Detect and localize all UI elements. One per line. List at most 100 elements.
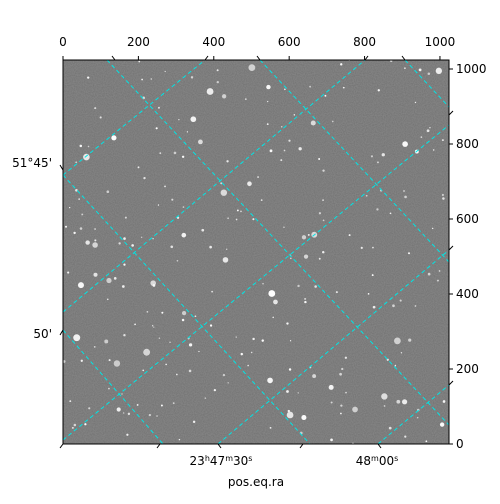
star xyxy=(142,369,145,372)
star xyxy=(310,120,316,126)
star xyxy=(85,240,90,245)
star xyxy=(427,272,431,276)
star xyxy=(123,237,126,240)
star xyxy=(404,435,407,438)
star xyxy=(339,372,342,376)
star xyxy=(94,107,97,110)
world-tick xyxy=(111,55,116,61)
star xyxy=(209,245,212,249)
star xyxy=(408,338,412,342)
star xyxy=(170,245,174,249)
grid-line xyxy=(404,60,449,108)
star xyxy=(161,311,164,314)
star xyxy=(348,234,351,237)
star xyxy=(181,232,187,238)
star xyxy=(158,337,161,339)
star xyxy=(113,277,117,280)
star xyxy=(248,64,256,72)
star xyxy=(106,298,109,301)
star xyxy=(344,356,348,359)
star xyxy=(137,166,140,169)
star xyxy=(143,348,151,356)
star xyxy=(131,244,134,247)
star xyxy=(87,76,90,79)
star xyxy=(83,153,90,161)
star xyxy=(287,409,290,413)
star xyxy=(396,399,401,404)
star xyxy=(156,415,158,417)
star xyxy=(383,405,386,407)
star xyxy=(390,60,393,63)
star xyxy=(81,213,84,216)
star xyxy=(244,98,247,101)
star xyxy=(152,237,154,240)
star xyxy=(288,139,291,142)
label-part: 30 xyxy=(233,454,248,468)
star xyxy=(269,426,272,429)
star xyxy=(286,390,289,393)
star xyxy=(94,228,97,230)
star xyxy=(181,155,185,158)
star xyxy=(439,422,445,427)
star xyxy=(318,257,321,260)
star xyxy=(322,169,325,172)
star xyxy=(123,412,125,414)
star xyxy=(188,369,192,373)
star xyxy=(340,63,343,66)
star xyxy=(216,81,219,84)
star xyxy=(71,426,74,429)
star xyxy=(414,305,417,307)
star xyxy=(153,326,155,328)
star xyxy=(79,227,83,230)
star xyxy=(345,391,347,394)
x-tick-label: 0 xyxy=(59,35,67,49)
star xyxy=(152,325,154,327)
star xyxy=(289,340,292,342)
y-tick-label: 600 xyxy=(456,212,479,226)
star xyxy=(108,387,110,390)
star xyxy=(204,397,207,399)
star xyxy=(309,85,312,88)
star xyxy=(427,72,431,76)
star xyxy=(252,337,255,341)
star xyxy=(283,149,286,152)
star xyxy=(77,282,84,289)
star xyxy=(432,149,435,151)
label-part: m xyxy=(371,454,379,463)
world-tick xyxy=(401,55,406,61)
star xyxy=(190,116,197,123)
star xyxy=(262,283,264,285)
star xyxy=(431,227,434,230)
star xyxy=(352,406,358,413)
star xyxy=(73,231,76,235)
star xyxy=(143,176,146,180)
star xyxy=(182,206,185,208)
y-tick-label: 800 xyxy=(456,137,479,151)
star xyxy=(123,263,126,266)
star xyxy=(106,277,112,284)
star xyxy=(328,384,334,390)
star xyxy=(178,438,181,441)
star xyxy=(335,291,338,294)
star xyxy=(330,401,333,404)
frame xyxy=(62,59,450,445)
star xyxy=(250,351,253,354)
world-x-labels: 23h47m30s 48m00s xyxy=(190,454,399,469)
y-tick-label: 400 xyxy=(456,287,479,301)
star xyxy=(124,216,127,219)
star xyxy=(80,359,83,362)
star xyxy=(240,210,242,213)
star xyxy=(222,257,229,263)
star xyxy=(322,199,324,201)
star xyxy=(441,193,444,197)
star xyxy=(141,78,144,81)
star xyxy=(377,161,379,164)
world-tick xyxy=(448,110,454,116)
star xyxy=(266,123,269,126)
world-tick xyxy=(364,55,369,61)
grid-line xyxy=(63,329,164,444)
star xyxy=(226,248,228,250)
star xyxy=(222,373,226,377)
star xyxy=(118,242,121,245)
star xyxy=(247,364,249,367)
